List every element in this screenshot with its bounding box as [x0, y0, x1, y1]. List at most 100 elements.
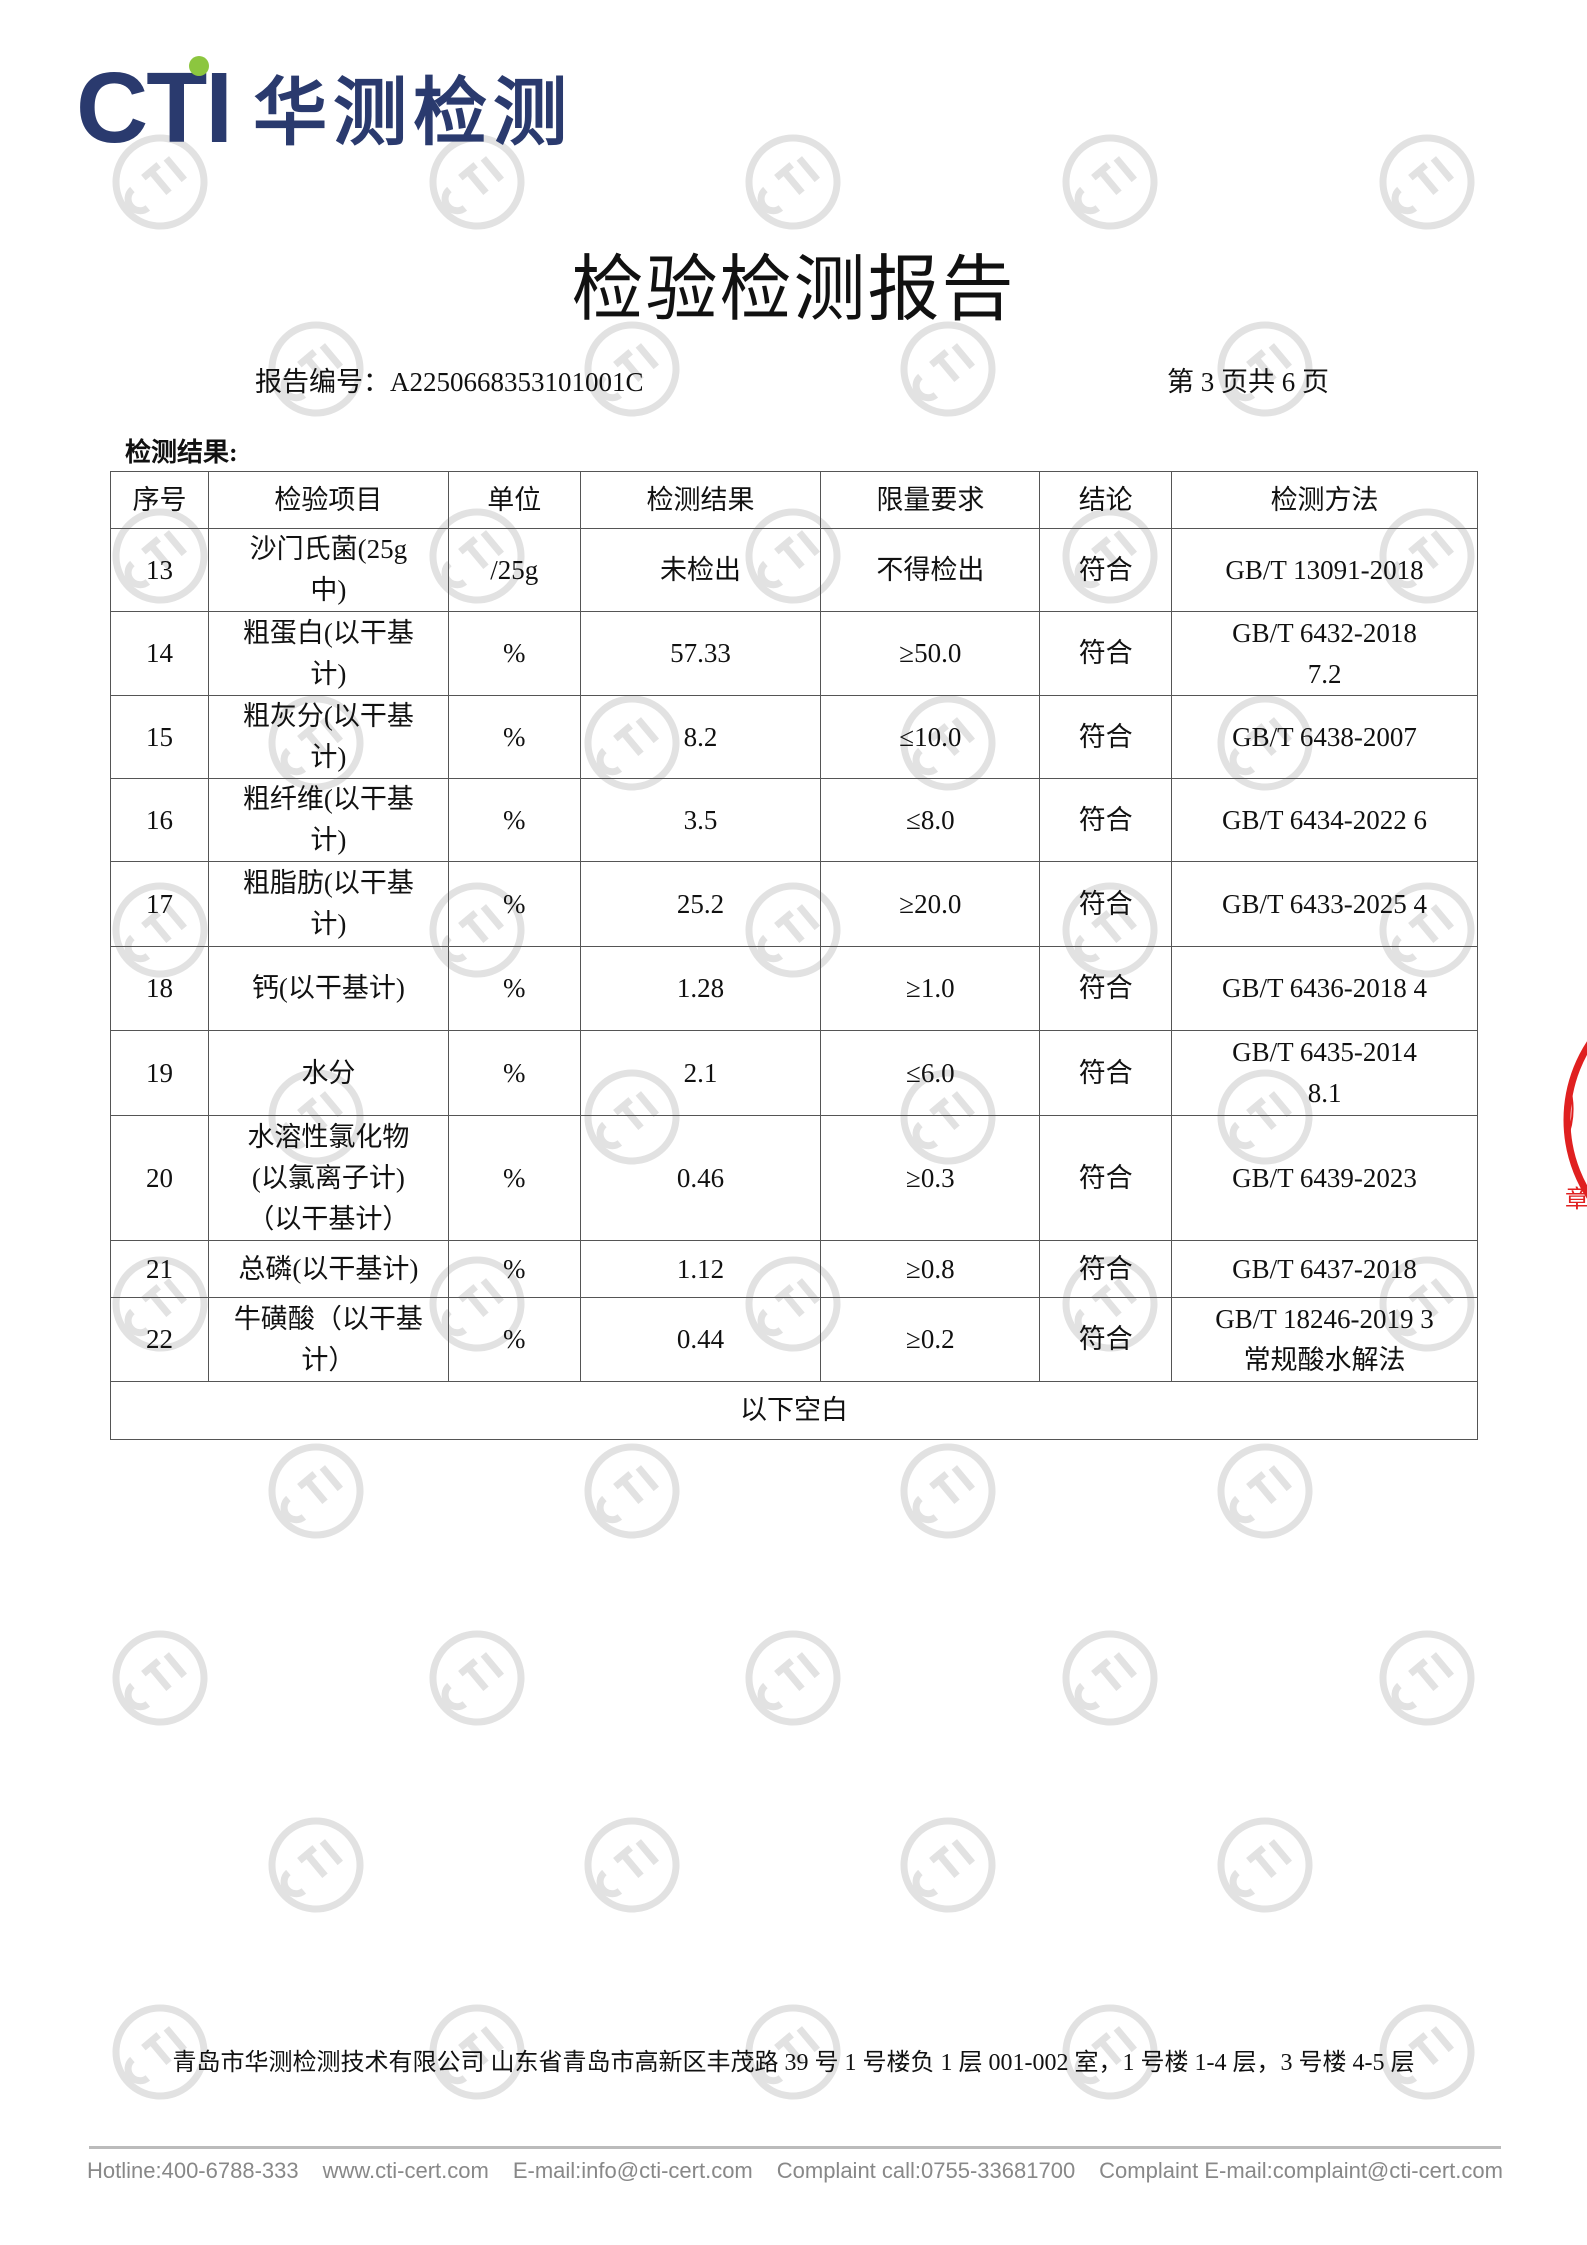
- logo-dot-icon: [189, 56, 209, 76]
- cell-unit: %: [447, 695, 581, 779]
- cti-watermark-icon: [1217, 1443, 1313, 1539]
- header-no: 序号: [110, 471, 209, 529]
- cti-watermark-icon: [429, 1630, 525, 1726]
- cti-watermark-icon: [745, 1630, 841, 1726]
- complaint-phone: Complaint call:0755-33681700: [776, 2158, 1076, 2183]
- footer-contacts: Hotline:400-6788-333 www.cti-cert.com E-…: [87, 2158, 1503, 2184]
- cell-unit: %: [447, 1115, 581, 1241]
- cell-item: 沙门氏菌(25g 中): [207, 528, 449, 612]
- cell-item: 粗蛋白(以干基计): [207, 611, 449, 696]
- cti-watermark-icon: [745, 2004, 841, 2100]
- cell-conclusion: 符合: [1039, 1115, 1173, 1241]
- cell-item: 总磷(以干基计): [207, 1240, 449, 1298]
- table-header-row: 序号 检验项目 单位 检测结果 限量要求 结论 检测方法: [110, 471, 1478, 529]
- header-method: 检测方法: [1171, 471, 1478, 529]
- cell-result: 2.1: [579, 1030, 822, 1116]
- cell-result: 8.2: [579, 695, 822, 779]
- cell-item: 粗纤维(以干基计): [207, 778, 449, 862]
- cell-limit: ≥0.3: [820, 1115, 1041, 1241]
- table-row: 19 水分% 2.1 ≤6.0 符合 GB/T 6435-2014 8.1: [110, 1030, 1478, 1116]
- blank-note: 以下空白: [110, 1381, 1478, 1440]
- cell-method: GB/T 6435-2014 8.1: [1171, 1030, 1478, 1116]
- cell-method: GB/T 6436-2018 4: [1171, 946, 1478, 1031]
- cell-method: GB/T 6432-2018 7.2: [1171, 611, 1478, 696]
- hotline: Hotline:400-6788-333: [87, 2158, 299, 2183]
- footer-address: 青岛市华测检测技术有限公司 山东省青岛市高新区丰茂路 39 号 1 号楼负 1 …: [172, 2050, 1415, 2076]
- cell-no: 21: [110, 1240, 209, 1298]
- table-row: 20 水溶性氯化物(以氯离子计)（以干基计）% 0.46 ≥0.3 符合 GB/T 643…: [110, 1115, 1478, 1241]
- cti-watermark-icon: [112, 134, 208, 230]
- website-link[interactable]: www.cti-cert.com: [322, 2158, 489, 2183]
- cti-watermark-icon: [1217, 321, 1313, 417]
- cell-limit: ≥1.0: [820, 946, 1041, 1031]
- cell-conclusion: 符合: [1039, 1297, 1173, 1382]
- cell-item: 牛磺酸（以干基计）: [207, 1297, 449, 1382]
- cell-method: GB/T 6437-2018: [1171, 1240, 1478, 1298]
- cell-unit: %: [447, 778, 581, 862]
- cell-item: 水分: [207, 1030, 449, 1116]
- cti-watermark-icon: [1379, 2004, 1475, 2100]
- cti-watermark-icon: [268, 1817, 364, 1913]
- table-row: 18 钙(以干基计)% 1.28 ≥1.0 符合 GB/T 6436-2018 4: [110, 946, 1478, 1031]
- logo-name-cn: 华测检测: [253, 70, 574, 157]
- cell-unit: %: [447, 946, 581, 1031]
- cell-no: 14: [110, 611, 209, 696]
- cell-item: 粗脂肪(以干基计): [207, 861, 449, 947]
- header-unit: 单位: [447, 471, 581, 529]
- table-row: 13 沙门氏菌(25g 中)/25g 未检出 不得检出 符合 GB/T 13091-201…: [110, 528, 1478, 612]
- cti-watermark-icon: [1062, 2004, 1158, 2100]
- cell-limit: ≥20.0: [820, 861, 1041, 947]
- cell-unit: %: [447, 1297, 581, 1382]
- table-row: 17 粗脂肪(以干基计)% 25.2 ≥20.0 符合 GB/T 6433-2025 4: [110, 861, 1478, 947]
- cti-watermark-icon: [1062, 134, 1158, 230]
- cell-item: 粗灰分(以干基计): [207, 695, 449, 779]
- cti-watermark-icon: [112, 2004, 208, 2100]
- cell-unit: %: [447, 1030, 581, 1116]
- cell-unit: %: [447, 1240, 581, 1298]
- footer-divider: [89, 2146, 1501, 2149]
- table-row: 14 粗蛋白(以干基计)% 57.33 ≥50.0 符合 GB/T 6432-2018 7…: [110, 611, 1478, 696]
- cti-watermark-icon: [900, 1817, 996, 1913]
- cell-no: 19: [110, 1030, 209, 1116]
- cell-no: 15: [110, 695, 209, 779]
- blank-row: 以下空白: [110, 1381, 1478, 1440]
- cell-no: 13: [110, 528, 209, 612]
- cti-watermark-icon: [584, 1443, 680, 1539]
- cell-conclusion: 符合: [1039, 946, 1173, 1031]
- cell-result: 3.5: [579, 778, 822, 862]
- cell-limit: ≤8.0: [820, 778, 1041, 862]
- cell-result: 1.12: [579, 1240, 822, 1298]
- cell-method: GB/T 18246-2019 3 常规酸水解法: [1171, 1297, 1478, 1382]
- cell-method: GB/T 13091-2018: [1171, 528, 1478, 612]
- cell-conclusion: 符合: [1039, 611, 1173, 696]
- cell-no: 22: [110, 1297, 209, 1382]
- cell-no: 18: [110, 946, 209, 1031]
- page-info: 第 3 页共 6 页: [1167, 367, 1329, 397]
- cti-watermark-icon: [1379, 1630, 1475, 1726]
- header-result: 检测结果: [579, 471, 822, 529]
- cti-watermark-icon: [1062, 1630, 1158, 1726]
- report-number: 报告编号：A2250668353101001C: [255, 367, 644, 397]
- cti-watermark-icon: [429, 2004, 525, 2100]
- cell-result: 未检出: [579, 528, 822, 612]
- cell-conclusion: 符合: [1039, 778, 1173, 862]
- cell-result: 57.33: [579, 611, 822, 696]
- document-title: 检验检测报告: [571, 250, 1016, 330]
- cell-result: 0.44: [579, 1297, 822, 1382]
- cell-conclusion: 符合: [1039, 861, 1173, 947]
- cell-limit: 不得检出: [820, 528, 1041, 612]
- cell-limit: ≥50.0: [820, 611, 1041, 696]
- cti-watermark-icon: [1379, 134, 1475, 230]
- cell-method: GB/T 6434-2022 6: [1171, 778, 1478, 862]
- cell-item: 水溶性氯化物(以氯离子计)（以干基计）: [207, 1115, 449, 1241]
- cti-watermark-icon: [584, 1817, 680, 1913]
- cell-unit: /25g: [447, 528, 581, 612]
- cti-watermark-icon: [900, 321, 996, 417]
- cell-method: GB/T 6433-2025 4: [1171, 861, 1478, 947]
- complaint-email-link[interactable]: Complaint E-mail:complaint@cti-cert.com: [1099, 2158, 1503, 2183]
- cti-watermark-icon: [584, 321, 680, 417]
- cell-method: GB/T 6439-2023: [1171, 1115, 1478, 1241]
- cell-unit: %: [447, 861, 581, 947]
- cell-limit: ≥0.8: [820, 1240, 1041, 1298]
- email-link[interactable]: E-mail:info@cti-cert.com: [512, 2158, 753, 2183]
